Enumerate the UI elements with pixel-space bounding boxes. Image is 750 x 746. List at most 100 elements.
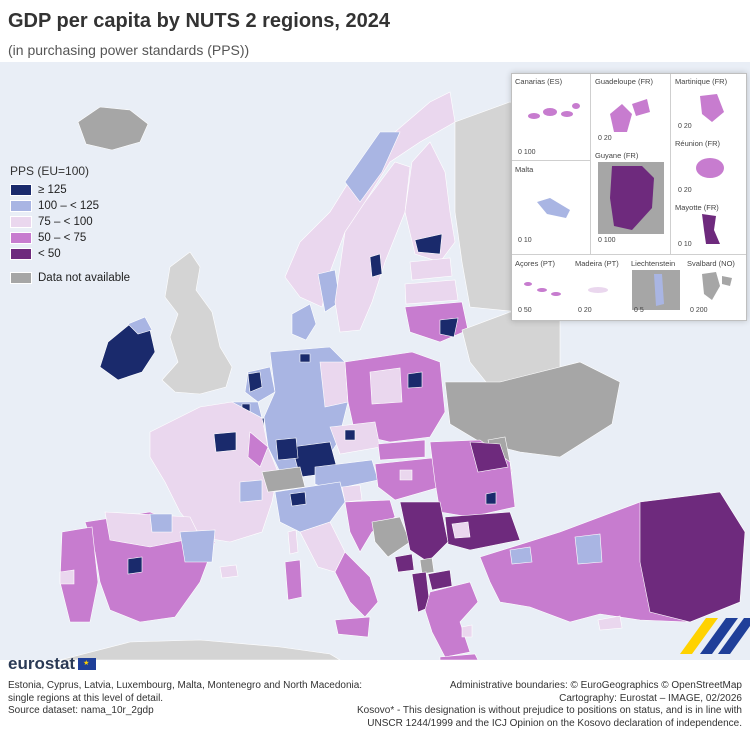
romania-northeast-region[interactable] (469, 441, 509, 473)
bucharest-region[interactable] (485, 491, 497, 505)
sicily-region[interactable] (334, 616, 371, 638)
ireland-region[interactable] (99, 323, 156, 381)
legend-label: 50 – < 75 (38, 232, 87, 244)
stuttgart-region[interactable] (275, 437, 299, 461)
inset-reunion[interactable]: Réunion (FR) 0 20 (672, 136, 746, 198)
switzerland-region[interactable] (261, 466, 306, 493)
footnote-line: Estonia, Cyprus, Latvia, Luxembourg, Mal… (8, 680, 363, 691)
eurostat-logo: eurostat (8, 654, 97, 674)
norway-north-region[interactable] (344, 131, 401, 203)
inset-liechtenstein-shape (632, 270, 680, 310)
lyon-region[interactable] (239, 479, 263, 503)
paris-region[interactable] (213, 431, 237, 453)
crete-region[interactable] (439, 653, 479, 660)
athens-region[interactable] (461, 624, 473, 638)
map-subtitle: (in purchasing power standards (PPS)) (8, 42, 250, 58)
inset-madeira[interactable]: Madeira (PT) 0 20 (572, 256, 628, 318)
madrid-region[interactable] (127, 556, 143, 575)
footnote-line: Kosovo* - This designation is without pr… (356, 705, 742, 716)
latvia-region[interactable] (404, 279, 459, 305)
italy-central-region[interactable] (299, 521, 346, 573)
corsica-region[interactable] (287, 529, 299, 555)
inset-canarias[interactable]: Canarias (ES) 0 100 (512, 74, 590, 160)
inset-liechtenstein[interactable]: Liechtenstein 0 5 (628, 256, 684, 318)
inset-mayotte[interactable]: Mayotte (FR) 0 10 (672, 200, 746, 252)
balearic-region[interactable] (219, 564, 239, 579)
milan-region[interactable] (289, 491, 307, 507)
legend-item: 100 – < 125 (10, 198, 180, 214)
great-britain-region[interactable] (161, 251, 233, 395)
prague-region[interactable] (344, 429, 356, 441)
inset-label: Guadeloupe (FR) (595, 77, 653, 86)
inset-label: Malta (515, 165, 534, 174)
sweden-region[interactable] (334, 161, 411, 333)
sofia-region[interactable] (451, 521, 471, 539)
legend-swatch (10, 184, 32, 196)
denmark-region[interactable] (291, 303, 317, 341)
lisbon-region[interactable] (59, 569, 75, 585)
inset-scale: 0 100 (598, 237, 616, 244)
lithuania-region[interactable] (404, 301, 469, 343)
inset-scale: 0 20 (678, 123, 692, 130)
inset-malta[interactable]: Malta 0 10 (512, 162, 590, 248)
northern-ireland-region[interactable] (127, 316, 153, 335)
budapest-region[interactable] (399, 469, 413, 481)
legend-swatch (10, 248, 32, 260)
inset-scale: 0 100 (518, 149, 536, 156)
inset-reunion-shape (696, 158, 724, 178)
norway-region[interactable] (284, 91, 456, 308)
serbia-region[interactable] (399, 501, 449, 563)
france-east-region[interactable] (247, 431, 269, 468)
inset-divider (512, 254, 746, 255)
greece-region[interactable] (424, 581, 479, 658)
iceland-region[interactable] (77, 106, 149, 151)
footnote-line: Administrative boundaries: © EuroGeograp… (449, 680, 742, 691)
slovakia-region[interactable] (377, 439, 426, 461)
finland-region[interactable] (404, 141, 456, 263)
inset-svalbard[interactable]: Svalbard (NO) 0 200 (684, 256, 746, 318)
amsterdam-region[interactable] (247, 371, 263, 393)
ukraine-region[interactable] (444, 361, 621, 458)
inset-label: Canarias (ES) (515, 77, 563, 86)
turkey-east-region[interactable] (639, 491, 746, 623)
estonia-region[interactable] (409, 257, 453, 281)
inset-mayotte-shape (702, 214, 720, 244)
sardinia-region[interactable] (284, 559, 303, 601)
vilnius-region[interactable] (439, 317, 459, 338)
north-macedonia-region[interactable] (427, 569, 453, 591)
bosnia-region[interactable] (371, 516, 411, 558)
footnote-line: Cartography: Eurostat – IMAGE, 02/2026 (559, 692, 742, 704)
footnote-right: Administrative boundaries: © EuroGeograp… (357, 680, 742, 730)
inset-guyane-shape (598, 162, 664, 234)
germany-east-region[interactable] (319, 361, 349, 408)
inset-guadeloupe[interactable]: Guadeloupe (FR) 0 20 (592, 74, 670, 146)
hamburg-region[interactable] (299, 353, 311, 363)
north-africa-region[interactable] (59, 639, 341, 660)
catalonia-region[interactable] (179, 529, 216, 563)
stockholm-region[interactable] (369, 253, 383, 278)
warsaw-region[interactable] (407, 371, 423, 389)
legend-label: 75 – < 100 (38, 216, 93, 228)
ankara-region[interactable] (574, 533, 603, 565)
inset-martinique[interactable]: Martinique (FR) 0 20 (672, 74, 746, 134)
legend-swatch (10, 272, 32, 284)
montenegro-region[interactable] (394, 553, 415, 573)
inset-acores[interactable]: Açores (PT) 0 50 (512, 256, 572, 318)
kosovo-region[interactable] (419, 557, 435, 575)
austria-region[interactable] (314, 459, 379, 491)
helsinki-region[interactable] (414, 233, 443, 255)
france-region[interactable] (149, 401, 279, 543)
inset-guadeloupe-shape (610, 99, 650, 132)
italy-south-region[interactable] (334, 551, 379, 618)
inset-guyane[interactable]: Guyane (FR) 0 100 (592, 148, 670, 248)
legend-item: < 50 (10, 246, 180, 262)
basque-region[interactable] (149, 513, 173, 533)
poland-central-region[interactable] (369, 367, 403, 405)
croatia-region[interactable] (344, 499, 396, 553)
slovenia-region[interactable] (341, 484, 363, 503)
inset-label: Martinique (FR) (675, 77, 728, 86)
cyprus-region[interactable] (597, 615, 623, 631)
inset-scale: 0 20 (678, 187, 692, 194)
inset-canarias-shape (528, 103, 580, 119)
istanbul-region[interactable] (509, 546, 533, 565)
